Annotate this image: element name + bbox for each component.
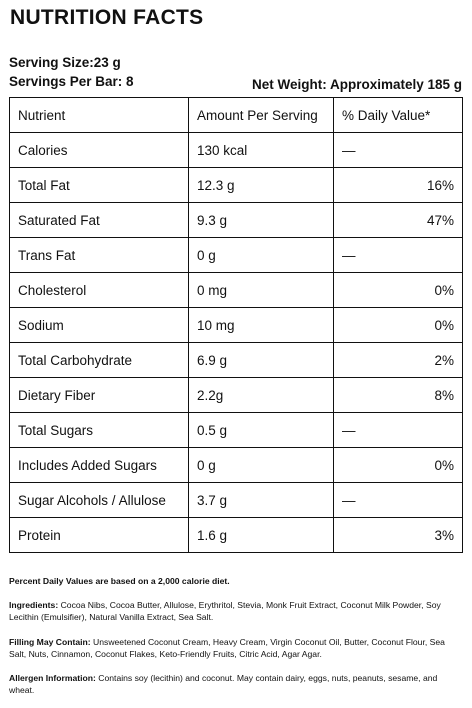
net-weight: Net Weight: Approximately 185 g — [251, 77, 462, 92]
nutrient-daily-value: 3% — [333, 517, 463, 553]
nutrient-name: Calories — [9, 132, 189, 168]
header-daily-value: % Daily Value* — [333, 97, 463, 133]
nutrient-name: Sugar Alcohols / Allulose — [9, 482, 189, 518]
table-row: Sodium 10 mg 0% — [9, 307, 463, 343]
nutrient-daily-value: 0% — [333, 307, 463, 343]
table-row: Calories 130 kcal — — [9, 132, 463, 168]
nutrient-name: Dietary Fiber — [9, 377, 189, 413]
nutrition-table: Nutrient Amount Per Serving % Daily Valu… — [9, 97, 463, 553]
nutrient-amount: 6.9 g — [188, 342, 334, 378]
page-title: NUTRITION FACTS — [10, 6, 204, 29]
nutrient-daily-value: 16% — [333, 167, 463, 203]
nutrient-name: Total Carbohydrate — [9, 342, 189, 378]
nutrient-daily-value: — — [333, 132, 463, 168]
table-row: Cholesterol 0 mg 0% — [9, 272, 463, 308]
allergen-section: Allergen Information: Contains soy (leci… — [9, 673, 463, 697]
nutrient-daily-value: 0% — [333, 272, 463, 308]
table-row: Total Carbohydrate 6.9 g 2% — [9, 342, 463, 378]
table-row: Protein 1.6 g 3% — [9, 517, 463, 553]
nutrient-daily-value: 8% — [333, 377, 463, 413]
header-amount: Amount Per Serving — [188, 97, 334, 133]
allergen-label: Allergen Information: — [9, 673, 96, 683]
allergen-text: Contains soy (lecithin) and coconut. May… — [9, 673, 438, 695]
nutrient-amount: 3.7 g — [188, 482, 334, 518]
table-row: Saturated Fat 9.3 g 47% — [9, 202, 463, 238]
nutrition-table-body: Nutrient Amount Per Serving % Daily Valu… — [9, 97, 463, 553]
filling-label: Filling May Contain: — [9, 637, 91, 647]
nutrient-name: Cholesterol — [9, 272, 189, 308]
table-row: Includes Added Sugars 0 g 0% — [9, 447, 463, 483]
nutrient-amount: 0.5 g — [188, 412, 334, 448]
table-row: Dietary Fiber 2.2g 8% — [9, 377, 463, 413]
nutrient-daily-value: 2% — [333, 342, 463, 378]
nutrient-amount: 130 kcal — [188, 132, 334, 168]
ingredients-text: Cocoa Nibs, Cocoa Butter, Allulose, Eryt… — [9, 600, 441, 622]
ingredients-section: Ingredients: Cocoa Nibs, Cocoa Butter, A… — [9, 600, 463, 624]
nutrient-daily-value: 47% — [333, 202, 463, 238]
nutrient-amount: 12.3 g — [188, 167, 334, 203]
nutrient-amount: 0 mg — [188, 272, 334, 308]
nutrient-amount: 10 mg — [188, 307, 334, 343]
table-row: Total Fat 12.3 g 16% — [9, 167, 463, 203]
nutrient-name: Total Sugars — [9, 412, 189, 448]
filling-text: Unsweetened Coconut Cream, Heavy Cream, … — [9, 637, 445, 659]
nutrient-name: Trans Fat — [9, 237, 189, 273]
nutrient-daily-value: — — [333, 412, 463, 448]
daily-value-footnote: Percent Daily Values are based on a 2,00… — [9, 576, 230, 586]
nutrient-amount: 0 g — [188, 447, 334, 483]
table-row: Trans Fat 0 g — — [9, 237, 463, 273]
table-row: Total Sugars 0.5 g — — [9, 412, 463, 448]
nutrient-name: Sodium — [9, 307, 189, 343]
table-row: Sugar Alcohols / Allulose 3.7 g — — [9, 482, 463, 518]
nutrient-name: Includes Added Sugars — [9, 447, 189, 483]
header-nutrient: Nutrient — [9, 97, 189, 133]
table-header-row: Nutrient Amount Per Serving % Daily Valu… — [9, 97, 463, 133]
serving-size: Serving Size:23 g — [9, 55, 121, 70]
nutrient-name: Saturated Fat — [9, 202, 189, 238]
nutrient-daily-value: — — [333, 237, 463, 273]
nutrient-name: Total Fat — [9, 167, 189, 203]
servings-per-bar: Servings Per Bar: 8 — [9, 74, 134, 89]
nutrient-daily-value: — — [333, 482, 463, 518]
nutrient-daily-value: 0% — [333, 447, 463, 483]
ingredients-label: Ingredients: — [9, 600, 59, 610]
nutrient-amount: 2.2g — [188, 377, 334, 413]
nutrient-amount: 1.6 g — [188, 517, 334, 553]
nutrient-amount: 0 g — [188, 237, 334, 273]
nutrient-name: Protein — [9, 517, 189, 553]
nutrient-amount: 9.3 g — [188, 202, 334, 238]
filling-section: Filling May Contain: Unsweetened Coconut… — [9, 637, 463, 661]
